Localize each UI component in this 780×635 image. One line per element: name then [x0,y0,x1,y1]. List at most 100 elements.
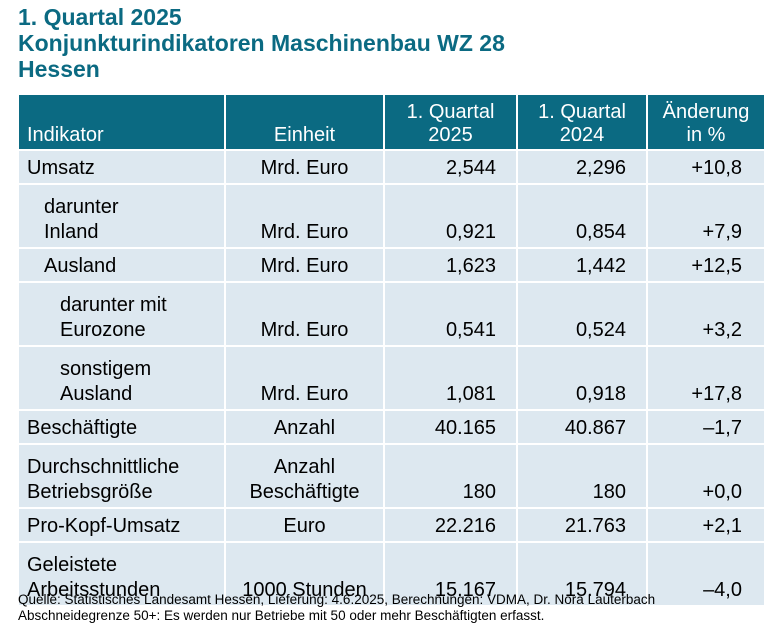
indicator-cell: Geleistete Arbeitsstunden [19,541,226,605]
value-2024-cell: 2,296 [517,149,648,184]
change-cell: +3,2 [647,281,764,346]
table-row: darunter Inland Mrd. Euro 0,921 0,854 +7… [19,183,764,248]
unit-label: Mrd. Euro [260,255,349,277]
header-unit: Einheit [225,95,385,150]
unit-label-line2: Beschäftigte [249,481,360,503]
value-2024-cell: 0,854 [517,183,648,248]
header-q1-2025-line1: 1. Quartal [406,101,495,123]
table-row: darunter mit Eurozone Mrd. Euro 0,541 0,… [19,281,764,346]
header-q1-2025-line2: 2025 [428,124,473,146]
indicator-cell: sonstigem Ausland [19,345,226,410]
indicator-label: Beschäftigte [27,417,138,439]
change-cell: +10,8 [647,149,764,184]
unit-cell: Euro [225,507,385,542]
unit-cell: Mrd. Euro [225,183,385,248]
value-2025-cell: 1,623 [384,247,518,282]
footnotes: Quelle: Statistisches Landesamt Hessen, … [18,592,655,624]
value-2025-cell: 22.216 [384,507,518,542]
change-cell: +0,0 [647,443,764,508]
header-change-line1: Änderung [662,101,750,123]
value-2025-cell: 40.165 [384,409,518,444]
unit-cell: Mrd. Euro [225,247,385,282]
header-q1-2024: 1. Quartal 2024 [517,95,648,150]
value-2025-cell: 15.167 [384,541,518,605]
value-2025-cell: 2,544 [384,149,518,184]
table-row: Beschäftigte Anzahl 40.165 40.867 –1,7 [19,409,764,444]
indicator-label-line2: Inland [44,221,99,243]
value-2025-cell: 0,541 [384,281,518,346]
table-row: Ausland Mrd. Euro 1,623 1,442 +12,5 [19,247,764,282]
indicator-label: Umsatz [27,157,95,179]
value-2024-cell: 180 [517,443,648,508]
table-header: Indikator Einheit 1. Quartal 2025 1. Qua… [19,95,764,150]
indicator-label-line1: sonstigem [60,358,152,380]
unit-cell: 1000 Stunden [225,541,385,605]
indicator-label-line2: Arbeitsstunden [27,579,161,601]
header-unit-label: Einheit [273,124,336,146]
indicator-cell: darunter mit Eurozone [19,281,226,346]
title-line-quarter: 1. Quartal 2025 [18,4,182,30]
table-row: Durchschnittliche Betriebsgröße Anzahl B… [19,443,764,508]
unit-label: Mrd. Euro [260,221,349,243]
indicator-cell: Beschäftigte [19,409,226,444]
header-q1-2024-line1: 1. Quartal [538,101,626,123]
table-row: Pro-Kopf-Umsatz Euro 22.216 21.763 +2,1 [19,507,764,542]
table-row: Umsatz Mrd. Euro 2,544 2,296 +10,8 [19,149,764,184]
change-cell: +7,9 [647,183,764,248]
unit-label: Anzahl [273,417,336,439]
unit-label: Euro [283,515,326,537]
unit-label: Mrd. Euro [260,157,349,179]
value-2024-cell: 40.867 [517,409,648,444]
header-indicator: Indikator [19,95,226,150]
unit-label: 1000 Stunden [242,579,367,601]
value-2024-cell: 15.794 [517,541,648,605]
value-2025-cell: 180 [384,443,518,508]
indicator-label-line2: Eurozone [60,319,146,341]
unit-cell: Anzahl [225,409,385,444]
change-cell: +2,1 [647,507,764,542]
header-q1-2024-line2: 2024 [559,124,605,146]
page-title: 1. Quartal 2025 Konjunkturindikatoren Ma… [18,4,505,82]
unit-cell: Anzahl Beschäftigte [225,443,385,508]
header-change: Änderung in % [647,95,764,150]
indicator-table: Indikator Einheit 1. Quartal 2025 1. Qua… [19,95,764,605]
unit-cell: Mrd. Euro [225,149,385,184]
value-2025-cell: 1,081 [384,345,518,410]
change-cell: –4,0 [647,541,764,605]
change-cell: –1,7 [647,409,764,444]
unit-label-line1: Anzahl [273,456,336,478]
indicator-cell: Ausland [19,247,226,282]
value-2024-cell: 1,442 [517,247,648,282]
source-note: Quelle: Statistisches Landesamt Hessen, … [18,592,656,607]
unit-label: Mrd. Euro [260,319,349,341]
table-body: Umsatz Mrd. Euro 2,544 2,296 +10,8 darun… [19,149,764,605]
indicator-label-line2: Betriebsgröße [27,481,153,503]
header-row: Indikator Einheit 1. Quartal 2025 1. Qua… [19,95,764,150]
unit-cell: Mrd. Euro [225,345,385,410]
value-2025-cell: 0,921 [384,183,518,248]
indicator-label-line1: darunter mit [60,294,167,316]
indicator-label: Ausland [44,255,117,277]
value-2024-cell: 21.763 [517,507,648,542]
unit-cell: Mrd. Euro [225,281,385,346]
indicator-cell: Durchschnittliche Betriebsgröße [19,443,226,508]
unit-label: Mrd. Euro [260,383,349,405]
value-2024-cell: 0,524 [517,281,648,346]
header-q1-2025: 1. Quartal 2025 [384,95,518,150]
indicator-label-line1: Durchschnittliche [27,456,180,478]
change-cell: +17,8 [647,345,764,410]
value-2024-cell: 0,918 [517,345,648,410]
title-line-region: Hessen [18,56,100,82]
indicator-cell: Umsatz [19,149,226,184]
indicator-label-line1: darunter [44,196,119,218]
header-change-line2: in % [686,124,726,146]
indicator-label-line1: Geleistete [27,554,118,576]
indicator-label-line2: Ausland [60,383,133,405]
indicator-cell: Pro-Kopf-Umsatz [19,507,226,542]
title-line-subject: Konjunkturindikatoren Maschinenbau WZ 28 [18,30,505,56]
header-indicator-label: Indikator [27,124,104,146]
threshold-note: Abschneidegrenze 50+: Es werden nur Betr… [18,608,545,623]
table-row: sonstigem Ausland Mrd. Euro 1,081 0,918 … [19,345,764,410]
table-row: Geleistete Arbeitsstunden 1000 Stunden 1… [19,541,764,605]
change-cell: +12,5 [647,247,764,282]
